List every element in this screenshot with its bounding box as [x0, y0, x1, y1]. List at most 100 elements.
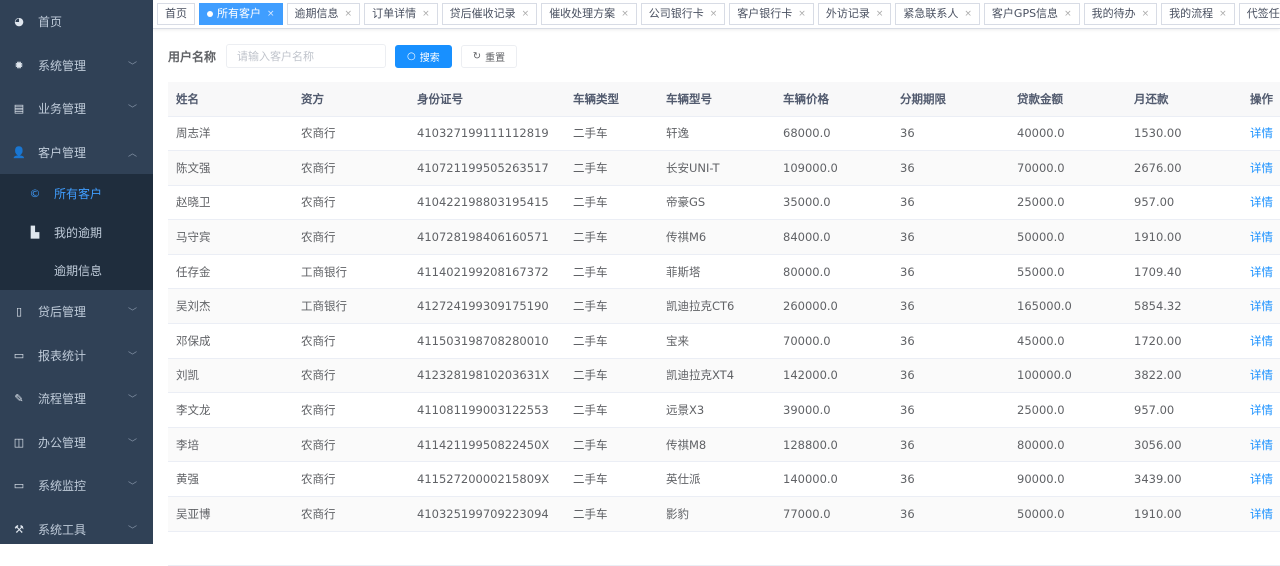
table-cell: 36: [892, 323, 1009, 359]
tags-view: 首页 所有客户 × 逾期信息 × 订单详情 × 贷后催收记录 × 催收处理方案 × 公司银行卡 × 客户银…: [153, 0, 1280, 29]
close-icon[interactable]: ×: [964, 9, 972, 19]
tab[interactable]: 紧急联系人 ×: [895, 3, 980, 25]
detail-link[interactable]: 详情: [1250, 264, 1273, 279]
sidebar-item[interactable]: ◫ 办公管理 ﹀: [0, 421, 153, 465]
close-icon[interactable]: ×: [1141, 9, 1150, 19]
table-cell: 100000.0: [1009, 358, 1126, 394]
reset-button-label: 重置: [485, 52, 506, 64]
close-icon[interactable]: ×: [521, 9, 530, 19]
office-icon: ◫: [13, 435, 25, 449]
sidebar-item[interactable]: ✎ 流程管理 ﹀: [0, 377, 153, 421]
username-input[interactable]: [226, 44, 387, 68]
tab[interactable]: 客户银行卡 ×: [729, 3, 814, 25]
sidebar-item-label: 首页: [38, 15, 63, 30]
table-cell: 36: [892, 496, 1009, 532]
table-cell: 957.00: [1126, 392, 1242, 428]
search-icon: ○: [407, 50, 416, 62]
table-cell: 77000.0: [775, 496, 892, 532]
table-cell: 5854.32: [1126, 288, 1242, 325]
table-cell: 农商行: [293, 358, 409, 394]
table-cell: 陈文强: [168, 150, 293, 186]
sidebar-item[interactable]: © 所有客户: [0, 174, 153, 213]
search-button[interactable]: ○ 搜索: [395, 44, 452, 68]
tab-label: 我的待办: [1091, 7, 1136, 20]
sidebar-item-label: 系统管理: [38, 58, 87, 73]
sidebar-item[interactable]: ◕ 首页: [0, 0, 153, 44]
table-cell: 任存金: [168, 254, 293, 290]
tab[interactable]: 所有客户 ×: [199, 3, 283, 25]
sidebar-item[interactable]: ▭ 报表统计 ﹀: [0, 334, 153, 378]
detail-link[interactable]: 详情: [1250, 299, 1273, 314]
close-icon[interactable]: ×: [709, 9, 718, 19]
tab[interactable]: 催收处理方案 ×: [541, 3, 637, 25]
table-cell: 农商行: [293, 323, 409, 359]
close-icon[interactable]: ×: [798, 9, 806, 19]
close-icon[interactable]: ×: [422, 9, 430, 19]
sidebar-item[interactable]: 逾期信息: [0, 251, 153, 290]
table-cell: 二手车: [565, 219, 658, 255]
close-icon[interactable]: ×: [344, 9, 353, 19]
sidebar-item[interactable]: 👤 客户管理 ︿: [0, 131, 153, 175]
chevron-up-icon: ︿: [127, 148, 137, 159]
tab[interactable]: 逾期信息 ×: [286, 3, 361, 25]
detail-link[interactable]: 详情: [1250, 506, 1273, 521]
close-icon[interactable]: ×: [1064, 9, 1072, 19]
close-icon[interactable]: ×: [267, 9, 275, 19]
table-cell: 40000.0: [1009, 116, 1126, 152]
close-icon[interactable]: ×: [1219, 9, 1227, 19]
table-cell: 25000.0: [1009, 185, 1126, 221]
sidebar-item[interactable]: ▤ 业务管理 ﹀: [0, 87, 153, 131]
tab-label: 催收处理方案: [549, 7, 616, 20]
detail-link[interactable]: 详情: [1250, 403, 1273, 418]
detail-link[interactable]: 详情: [1250, 368, 1273, 383]
table-cell: 二手车: [565, 427, 658, 463]
sidebar-item[interactable]: ▙ 我的逾期: [0, 213, 153, 252]
sidebar-item[interactable]: ⚒ 系统工具 ﹀: [0, 508, 153, 552]
table-cell: 36: [892, 288, 1009, 325]
sidebar-item[interactable]: ✹ 系统管理 ﹀: [0, 44, 153, 88]
tab[interactable]: 客户GPS信息 ×: [983, 3, 1080, 25]
detail-link[interactable]: 详情: [1250, 195, 1273, 210]
tab[interactable]: 首页: [157, 3, 195, 25]
table-cell: 1530.00: [1126, 116, 1242, 152]
table-cell: [1009, 531, 1126, 566]
tab[interactable]: 订单详情 ×: [364, 3, 438, 25]
table-row: 赵晓卫 农商行 410422198803195415 二手车 帝豪GS 35000.0 36…: [168, 185, 1280, 221]
tab[interactable]: 外访记录 ×: [817, 3, 892, 25]
table-cell: 二手车: [565, 461, 658, 498]
detail-link[interactable]: 详情: [1250, 437, 1273, 452]
table-row: 邓保成 农商行 411503198708280010 二手车 宝来 70000.0 36 45…: [168, 323, 1280, 359]
table-cell: 70000.0: [1009, 150, 1126, 186]
tab[interactable]: 我的流程 ×: [1161, 3, 1235, 25]
tab-label: 紧急联系人: [903, 7, 959, 20]
table-cell: 411081199003122553: [409, 392, 565, 428]
table-cell: 36: [892, 185, 1009, 221]
table-cell: 二手车: [565, 358, 658, 394]
tab[interactable]: 公司银行卡 ×: [640, 3, 726, 25]
table-cell: [409, 531, 565, 566]
tab[interactable]: 贷后催收记录 ×: [441, 3, 538, 25]
tab-label: 贷后催收记录: [449, 7, 516, 20]
sidebar: ◕ 首页 ✹ 系统管理 ﹀ ▤ 业务管理 ﹀ 👤 客户管理 ︿ © 所有客户 ▙ 我的逾期 逾期信息 ▯ 贷后管理…: [0, 0, 153, 544]
detail-link[interactable]: 详情: [1250, 472, 1273, 487]
table-cell: 165000.0: [1009, 288, 1126, 325]
table-cell: 410327199111112819: [409, 116, 565, 152]
sidebar-item[interactable]: ▯ 贷后管理 ﹀: [0, 290, 153, 334]
table-cell: 3056.00: [1126, 427, 1242, 463]
detail-link[interactable]: 详情: [1250, 333, 1273, 348]
close-icon[interactable]: ×: [621, 9, 629, 19]
detail-link[interactable]: 详情: [1250, 230, 1273, 245]
table-cell: 90000.0: [1009, 461, 1126, 498]
sidebar-item-label: 流程管理: [38, 392, 87, 407]
reset-button[interactable]: ↻ 重置: [460, 44, 518, 68]
tab[interactable]: 我的待办 ×: [1083, 3, 1158, 25]
table-cell: 36: [892, 358, 1009, 394]
table-cell: 李培: [168, 427, 293, 463]
tab[interactable]: 代签任务×: [1238, 3, 1280, 25]
table-cell: 工商银行: [293, 288, 409, 325]
close-icon[interactable]: ×: [875, 9, 884, 19]
detail-link[interactable]: 详情: [1250, 126, 1273, 141]
detail-link[interactable]: 详情: [1250, 160, 1273, 175]
tab-label: 代签任务: [1246, 7, 1280, 20]
sidebar-item[interactable]: ▭ 系统监控 ﹀: [0, 464, 153, 508]
